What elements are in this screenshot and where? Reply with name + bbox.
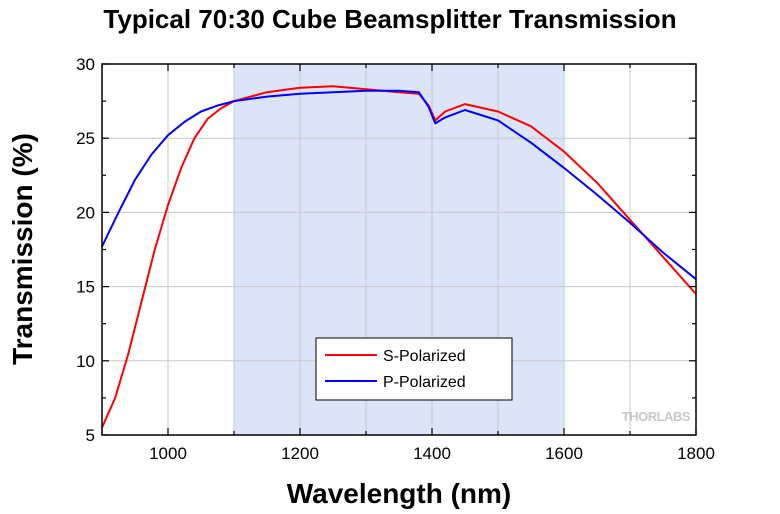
- x-tick-label: 1000: [149, 444, 187, 463]
- x-tick-label: 1200: [281, 444, 319, 463]
- legend-label-p: P-Polarized: [383, 374, 466, 391]
- thorlabs-watermark: THORLABS: [622, 409, 691, 424]
- y-tick-label: 15: [76, 278, 95, 297]
- y-axis-title: Transmission (%): [7, 133, 38, 365]
- y-tick-label: 10: [76, 352, 95, 371]
- y-tick-label: 30: [76, 55, 95, 74]
- y-tick-label: 20: [76, 203, 95, 222]
- y-tick-label: 25: [76, 129, 95, 148]
- x-tick-label: 1600: [545, 444, 583, 463]
- x-tick-label: 1800: [677, 444, 715, 463]
- series-line-p-polarized: [101, 89, 697, 280]
- x-tick-label: 1400: [413, 444, 451, 463]
- chart-title: Typical 70:30 Cube Beamsplitter Transmis…: [103, 4, 677, 34]
- series-lines: [101, 85, 697, 429]
- x-axis-title: Wavelength (nm): [287, 478, 512, 509]
- legend-label-s: S-Polarized: [383, 348, 466, 365]
- axis-ticks: 1000 1200 1400 1600 1800 5 10 15 20 25 30: [76, 55, 715, 463]
- series-line-s-polarized: [101, 85, 697, 429]
- y-tick-label: 5: [86, 426, 95, 445]
- legend: S-Polarized P-Polarized: [315, 337, 513, 401]
- legend-box: [315, 337, 513, 401]
